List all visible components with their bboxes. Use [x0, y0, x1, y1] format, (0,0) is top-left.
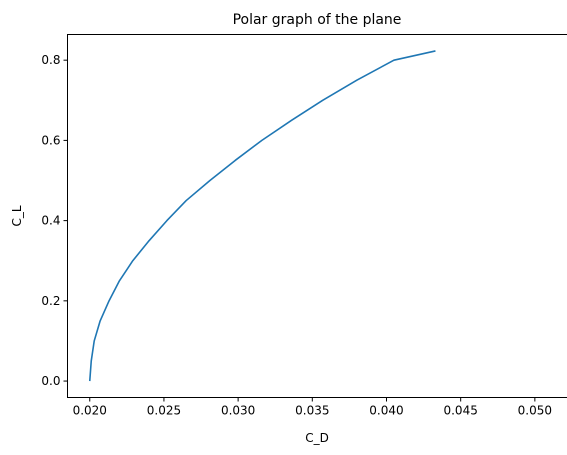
chart-title: Polar graph of the plane [233, 12, 402, 28]
y-tick-label: 0.6 [41, 133, 60, 147]
x-axis-label: C_D [305, 431, 329, 445]
y-tick-label: 0.4 [41, 214, 60, 228]
x-tick-label: 0.040 [369, 404, 403, 418]
x-tick-label: 0.035 [295, 404, 329, 418]
x-tick-label: 0.030 [221, 404, 255, 418]
y-tick-label: 0.2 [41, 294, 60, 308]
x-tick-label: 0.050 [518, 404, 552, 418]
y-axis: 0.0 0.2 0.4 0.6 0.8 [41, 53, 68, 388]
polar-curve-line [88, 50, 436, 382]
x-tick-label: 0.020 [73, 404, 107, 418]
plot-area [88, 50, 436, 382]
y-axis-label: C_L [10, 205, 24, 226]
plot-frame [67, 34, 567, 398]
y-tick-label: 0.8 [41, 53, 60, 67]
y-tick-label: 0.0 [41, 374, 60, 388]
x-axis: 0.020 0.025 0.030 0.035 0.040 0.045 0.050 [73, 397, 552, 418]
x-tick-label: 0.045 [443, 404, 477, 418]
x-tick-label: 0.025 [147, 404, 181, 418]
